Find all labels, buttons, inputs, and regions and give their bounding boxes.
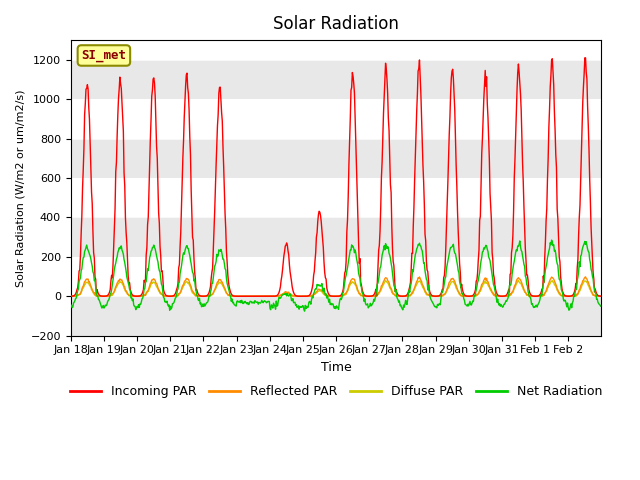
Y-axis label: Solar Radiation (W/m2 or um/m2/s): Solar Radiation (W/m2 or um/m2/s) (15, 89, 25, 287)
Bar (71, 60, 602, 99)
Bar (71, 296, 602, 336)
Bar (71, 217, 602, 257)
Legend: Incoming PAR, Reflected PAR, Diffuse PAR, Net Radiation: Incoming PAR, Reflected PAR, Diffuse PAR… (65, 380, 607, 403)
Title: Solar Radiation: Solar Radiation (273, 15, 399, 33)
X-axis label: Time: Time (321, 361, 351, 374)
Bar (71, 139, 602, 178)
Text: SI_met: SI_met (81, 49, 126, 62)
